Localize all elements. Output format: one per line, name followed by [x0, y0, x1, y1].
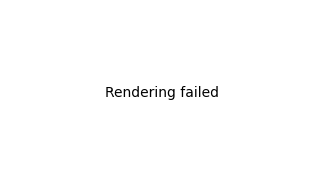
Text: Rendering failed: Rendering failed — [105, 85, 219, 100]
